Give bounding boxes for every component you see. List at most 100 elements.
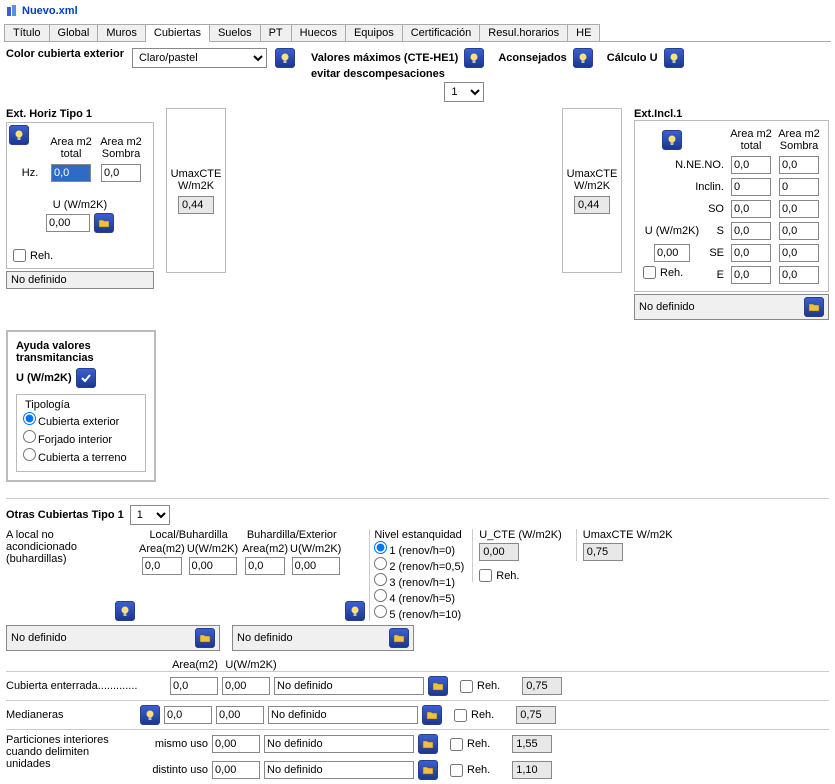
- title-text: Nuevo.xml: [22, 5, 78, 17]
- tab-suelos[interactable]: Suelos: [210, 24, 261, 41]
- incl-4-sombra[interactable]: [779, 244, 819, 262]
- aconsejados-label: Aconsejados: [498, 52, 566, 64]
- folder-part2[interactable]: [418, 760, 438, 780]
- incl-3-sombra[interactable]: [779, 222, 819, 240]
- particiones-u1[interactable]: [212, 735, 260, 753]
- help-box: Ayuda valores transmitancias U (W/m2K) T…: [6, 330, 156, 482]
- lamp-medianeras[interactable]: [140, 705, 160, 725]
- enterrada-nd[interactable]: [274, 677, 424, 695]
- part2-reh-label: Reh.: [467, 764, 490, 776]
- folder-nd2[interactable]: [389, 628, 409, 648]
- medianeras-u[interactable]: [216, 706, 264, 724]
- incl-u-input[interactable]: [654, 244, 690, 262]
- enterrada-area[interactable]: [170, 677, 218, 695]
- tab-resul.horarios[interactable]: Resul.horarios: [480, 24, 568, 41]
- particiones-nd1[interactable]: [264, 735, 414, 753]
- incl-row-2: SO: [705, 199, 726, 219]
- a-local-label: A local no acondicionado (buhardillas): [6, 529, 111, 565]
- u-label: U (W/m2K): [13, 199, 147, 211]
- folder-incl[interactable]: [804, 297, 824, 317]
- nivel-opt-1[interactable]: 2 (renov/h=0,5): [374, 557, 464, 573]
- nivel-opt-4[interactable]: 5 (renov/h=10): [374, 605, 464, 621]
- enterrada-label: Cubierta enterrada.............: [6, 680, 166, 692]
- hz-label: Hz.: [15, 163, 45, 183]
- nivel-opt-2[interactable]: 3 (renov/h=1): [374, 573, 464, 589]
- max-label2: evitar descompesaciones: [311, 68, 484, 80]
- folder-part1[interactable]: [418, 734, 438, 754]
- folder-u[interactable]: [94, 213, 114, 233]
- lamp-aconsejados[interactable]: [573, 48, 593, 68]
- area-sombra-label: Area m2 Sombra: [97, 135, 145, 161]
- incl-0-sombra[interactable]: [779, 156, 819, 174]
- reh-checkbox[interactable]: [13, 249, 26, 262]
- nodefinido-text: No definido: [11, 274, 67, 286]
- u2-input[interactable]: [292, 557, 340, 575]
- incl-row-3: S: [705, 221, 726, 241]
- incl-2-sombra[interactable]: [779, 200, 819, 218]
- incl-4-total[interactable]: [731, 244, 771, 262]
- tipologia-opt-2[interactable]: Cubierta a terreno: [23, 447, 139, 465]
- incl-1-total[interactable]: [731, 178, 771, 196]
- tab-equipos[interactable]: Equipos: [346, 24, 403, 41]
- folder-nd1[interactable]: [195, 628, 215, 648]
- enterrada-umax: 0,75: [522, 677, 562, 695]
- tab-huecos[interactable]: Huecos: [292, 24, 346, 41]
- nivel-opt-3[interactable]: 4 (renov/h=5): [374, 589, 464, 605]
- particiones-nd2[interactable]: [264, 761, 414, 779]
- area2-input[interactable]: [245, 557, 285, 575]
- otras-selector[interactable]: 1: [130, 505, 170, 525]
- particiones-u2[interactable]: [212, 761, 260, 779]
- area-total-input[interactable]: [51, 164, 91, 182]
- max-selector[interactable]: 1: [444, 82, 484, 102]
- folder-enterrada[interactable]: [428, 676, 448, 696]
- medianeras-label: Medianeras: [6, 709, 136, 721]
- u-input[interactable]: [46, 214, 90, 232]
- localbuh-label: Local/Buhardilla: [149, 529, 227, 541]
- folder-medianeras[interactable]: [422, 705, 442, 725]
- u1-input[interactable]: [189, 557, 237, 575]
- enterrada-u[interactable]: [222, 677, 270, 695]
- tab-he[interactable]: HE: [568, 24, 600, 41]
- part2-reh[interactable]: [450, 764, 463, 777]
- part1-reh[interactable]: [450, 738, 463, 751]
- otras-umaxcte-value: 0,75: [583, 543, 623, 561]
- ext-incl-title: Ext.Incl.1: [634, 108, 829, 120]
- lamp-max[interactable]: [464, 48, 484, 68]
- incl-reh-checkbox[interactable]: [643, 266, 656, 279]
- tab-pt[interactable]: PT: [261, 24, 292, 41]
- tab-título[interactable]: Título: [4, 24, 50, 41]
- tab-global[interactable]: Global: [50, 24, 99, 41]
- incl-5-total[interactable]: [731, 266, 771, 284]
- lamp-calculo[interactable]: [664, 48, 684, 68]
- area1-input[interactable]: [142, 557, 182, 575]
- lamp-ext-horiz[interactable]: [9, 125, 29, 145]
- tab-certificación[interactable]: Certificación: [403, 24, 481, 41]
- area-sombra-input[interactable]: [101, 164, 141, 182]
- incl-u-label: U (W/m2K): [641, 221, 703, 241]
- help-check[interactable]: [76, 368, 96, 388]
- tipologia-opt-0[interactable]: Cubierta exterior: [23, 411, 139, 429]
- nivel-label: Nivel estanquidad: [374, 529, 464, 541]
- lamp-incl[interactable]: [662, 130, 682, 150]
- medianeras-reh[interactable]: [454, 709, 467, 722]
- incl-0-total[interactable]: [731, 156, 771, 174]
- tab-cubiertas[interactable]: Cubiertas: [146, 24, 210, 42]
- lamp-buhext[interactable]: [345, 601, 365, 621]
- area-label-2: Area(m2): [242, 543, 288, 555]
- incl-5-sombra[interactable]: [779, 266, 819, 284]
- lamp-alocal[interactable]: [115, 601, 135, 621]
- lamp-color[interactable]: [275, 48, 295, 68]
- incl-2-total[interactable]: [731, 200, 771, 218]
- nivel-opt-0[interactable]: 1 (renov/h=0): [374, 541, 464, 557]
- tab-bar: TítuloGlobalMurosCubiertasSuelosPTHuecos…: [4, 24, 831, 42]
- incl-3-total[interactable]: [731, 222, 771, 240]
- tipologia-opt-1[interactable]: Forjado interior: [23, 429, 139, 447]
- nd1: No definido: [11, 632, 67, 644]
- enterrada-reh[interactable]: [460, 680, 473, 693]
- medianeras-nd[interactable]: [268, 706, 418, 724]
- medianeras-area[interactable]: [164, 706, 212, 724]
- incl-1-sombra[interactable]: [779, 178, 819, 196]
- color-select[interactable]: Claro/pastel: [132, 48, 267, 68]
- tab-muros[interactable]: Muros: [98, 24, 146, 41]
- otras-reh-checkbox[interactable]: [479, 569, 492, 582]
